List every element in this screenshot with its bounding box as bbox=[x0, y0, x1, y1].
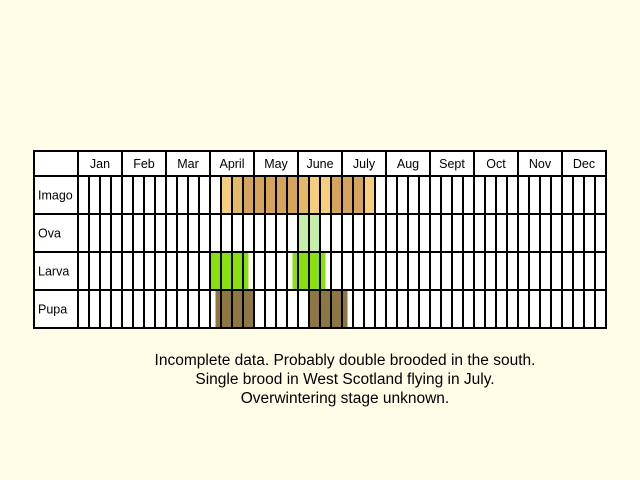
month-label-aug: Aug bbox=[397, 157, 419, 171]
month-label-jan: Jan bbox=[90, 157, 110, 171]
caption: Incomplete data. Probably double brooded… bbox=[95, 351, 595, 408]
period-bar-imago-4 bbox=[298, 176, 309, 214]
period-bar-imago-7 bbox=[364, 176, 375, 214]
month-label-july: July bbox=[353, 157, 376, 171]
period-bar-imago-3 bbox=[243, 176, 298, 214]
period-bar-imago-6 bbox=[331, 176, 364, 214]
month-label-sept: Sept bbox=[439, 157, 465, 171]
month-label-april: April bbox=[219, 157, 244, 171]
month-label-mar: Mar bbox=[177, 157, 199, 171]
month-label-may: May bbox=[264, 157, 288, 171]
caption-line-1: Incomplete data. Probably double brooded… bbox=[154, 352, 536, 369]
month-label-oct: Oct bbox=[486, 157, 506, 171]
period-bar-imago-1 bbox=[221, 176, 232, 214]
period-bar-imago-2 bbox=[232, 176, 243, 214]
caption-line-2: Single brood in West Scotland flying in … bbox=[195, 371, 495, 388]
month-label-june: June bbox=[306, 157, 333, 171]
stage-label-pupa: Pupa bbox=[38, 303, 67, 317]
stage-label-larva: Larva bbox=[38, 265, 69, 279]
grid-border bbox=[33, 150, 607, 329]
month-label-dec: Dec bbox=[573, 157, 595, 171]
caption-line-3: Overwintering stage unknown. bbox=[240, 390, 450, 407]
stage-label-ova: Ova bbox=[38, 227, 61, 241]
month-label-feb: Feb bbox=[133, 157, 155, 171]
month-label-nov: Nov bbox=[529, 157, 552, 171]
stage-label-imago: Imago bbox=[38, 189, 73, 203]
